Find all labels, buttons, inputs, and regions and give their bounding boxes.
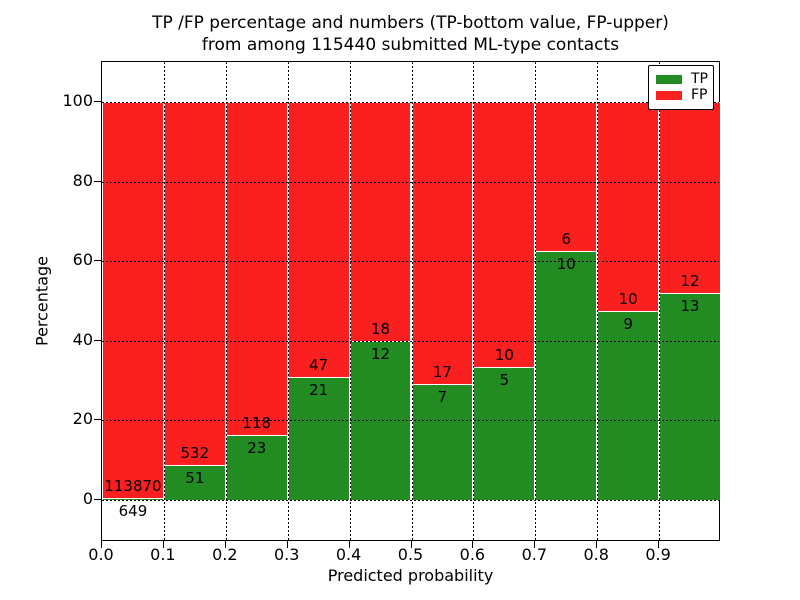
h-gridline bbox=[102, 340, 719, 342]
tp-count-label: 13 bbox=[680, 297, 700, 316]
bar-fp-segment bbox=[225, 102, 288, 436]
x-tick-label: 0.7 bbox=[521, 545, 548, 564]
x-tick-mark bbox=[658, 541, 660, 548]
fp-count-label: 10 bbox=[494, 346, 514, 365]
x-tick-mark bbox=[410, 541, 412, 548]
tp-count-label: 5 bbox=[499, 371, 510, 390]
y-tick-mark bbox=[94, 419, 101, 421]
fp-count-label: 6 bbox=[561, 230, 572, 249]
y-tick-label: 60 bbox=[72, 250, 93, 270]
v-gridline bbox=[349, 62, 351, 540]
chart-title: TP /FP percentage and numbers (TP-bottom… bbox=[101, 12, 720, 56]
y-tick-mark bbox=[94, 339, 101, 341]
v-gridline bbox=[225, 62, 227, 540]
fp-count-label: 17 bbox=[432, 362, 452, 381]
x-tick-mark bbox=[101, 541, 102, 548]
bar-fp-segment bbox=[102, 102, 164, 498]
fp-legend-swatch bbox=[656, 91, 682, 101]
tp-legend-swatch bbox=[656, 74, 682, 84]
tp-count-label: 7 bbox=[437, 387, 448, 406]
v-gridline bbox=[597, 62, 599, 540]
h-gridline bbox=[102, 500, 719, 501]
bar-tp-segment bbox=[535, 251, 598, 500]
fp-count-label: 47 bbox=[309, 356, 329, 375]
legend: TP FP bbox=[648, 65, 714, 110]
fp-count-label: 532 bbox=[180, 444, 210, 463]
chart-title-line2: from among 115440 submitted ML-type cont… bbox=[201, 35, 620, 55]
y-tick-mark bbox=[94, 499, 101, 500]
x-tick-label: 0.2 bbox=[212, 545, 238, 564]
v-gridline bbox=[659, 62, 661, 540]
h-gridline bbox=[102, 420, 719, 422]
x-tick-mark bbox=[596, 541, 598, 548]
tp-count-label: 10 bbox=[556, 255, 576, 274]
bar-fp-segment bbox=[349, 102, 412, 341]
bar-fp-segment bbox=[473, 102, 536, 368]
y-tick-label: 0 bbox=[82, 489, 93, 508]
x-tick-label: 0.0 bbox=[88, 545, 114, 564]
bar-fp-segment bbox=[163, 102, 226, 466]
bar-tp-segment bbox=[473, 367, 536, 500]
bar-tp-segment bbox=[411, 383, 474, 500]
bar-tp-segment bbox=[287, 377, 350, 500]
tp-count-label: 23 bbox=[247, 439, 267, 458]
legend-label-tp: TP bbox=[691, 70, 708, 87]
x-tick-mark bbox=[348, 541, 350, 548]
legend-label-fp: FP bbox=[691, 87, 708, 104]
tp-count-label: 9 bbox=[623, 315, 633, 334]
y-tick-label: 80 bbox=[72, 170, 93, 190]
v-gridline bbox=[473, 62, 475, 540]
chart-title-line1: TP /FP percentage and numbers (TP-bottom… bbox=[152, 13, 669, 33]
y-tick-mark bbox=[94, 101, 101, 102]
tp-count-label: 649 bbox=[118, 501, 148, 520]
x-tick-label: 0.6 bbox=[459, 545, 486, 564]
fp-count-label: 10 bbox=[618, 290, 638, 309]
bar-fp-segment bbox=[287, 102, 350, 378]
v-gridline bbox=[163, 62, 165, 540]
v-gridline bbox=[287, 62, 289, 540]
x-tick-label: 0.3 bbox=[273, 545, 300, 564]
h-gridline bbox=[102, 181, 719, 183]
x-axis-label: Predicted probability bbox=[327, 566, 494, 585]
x-tick-mark bbox=[162, 541, 164, 548]
x-tick-label: 0.1 bbox=[150, 545, 176, 564]
x-tick-mark bbox=[534, 541, 536, 548]
tp-count-label: 12 bbox=[370, 344, 391, 363]
h-gridline bbox=[102, 261, 719, 263]
y-tick-mark bbox=[94, 260, 101, 262]
fp-count-label: 12 bbox=[680, 272, 700, 291]
bar-tp-segment bbox=[597, 311, 660, 500]
y-tick-label: 40 bbox=[72, 329, 93, 349]
bar-tp-segment bbox=[102, 497, 164, 500]
x-tick-label: 0.4 bbox=[335, 545, 362, 564]
v-gridline bbox=[535, 62, 537, 540]
fp-count-label: 118 bbox=[242, 414, 272, 433]
fp-count-label: 113870 bbox=[104, 476, 162, 495]
bar-tp-segment bbox=[225, 435, 288, 500]
bar-fp-segment bbox=[659, 102, 721, 294]
y-tick-mark bbox=[94, 180, 101, 182]
y-tick-label: 100 bbox=[62, 91, 93, 110]
h-gridline bbox=[102, 102, 719, 103]
legend-item-fp: FP bbox=[656, 87, 708, 104]
legend-item-tp: TP bbox=[656, 70, 708, 87]
bar-fp-segment bbox=[597, 102, 660, 312]
x-tick-label: 0.8 bbox=[583, 545, 609, 564]
tp-count-label: 21 bbox=[309, 381, 329, 400]
x-tick-mark bbox=[286, 541, 288, 548]
fp-count-label: 18 bbox=[370, 319, 391, 338]
v-gridline bbox=[411, 62, 413, 540]
bar-tp-segment bbox=[659, 293, 721, 500]
bar-fp-segment bbox=[535, 102, 598, 252]
x-tick-label: 0.5 bbox=[397, 545, 424, 564]
tp-count-label: 51 bbox=[185, 469, 205, 488]
x-tick-label: 0.9 bbox=[645, 545, 671, 564]
y-tick-label: 20 bbox=[72, 409, 93, 429]
x-tick-mark bbox=[472, 541, 474, 548]
x-tick-mark bbox=[224, 541, 226, 548]
plot-area: 113870 649 532 51 118 23 47 21 18 12 17 7 10 5 6 10 10 9 1… bbox=[101, 61, 721, 541]
